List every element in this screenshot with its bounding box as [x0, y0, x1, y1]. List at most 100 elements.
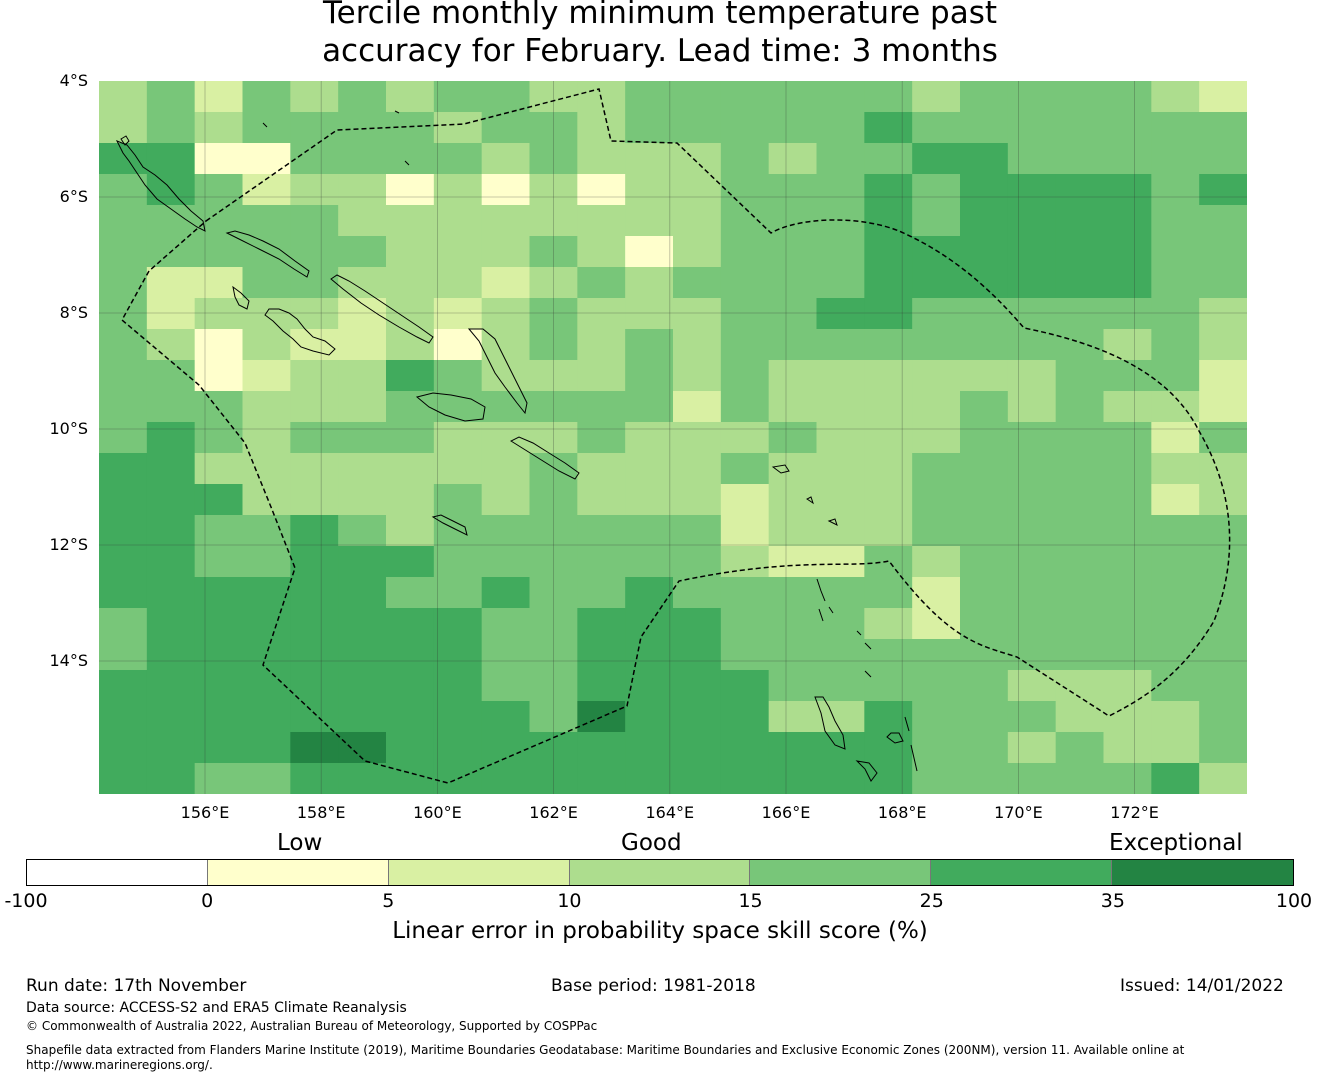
malaita-coast	[467, 328, 528, 415]
grid-cell	[1199, 174, 1248, 206]
grid-cell	[338, 639, 387, 671]
grid-cell	[194, 453, 244, 485]
grid-cell	[960, 112, 1009, 144]
grid-cell	[290, 701, 339, 733]
grid-cell	[720, 267, 770, 299]
grid-cell	[625, 701, 674, 733]
grid-cell	[864, 577, 913, 609]
grid-cell	[1007, 298, 1057, 330]
grid-cell	[912, 453, 961, 485]
grid-cell	[816, 143, 865, 175]
grid-cell	[242, 267, 291, 299]
grid-cell	[194, 639, 244, 671]
grid-cell	[673, 329, 722, 361]
grid-cell	[720, 360, 770, 392]
grid-cell	[290, 112, 339, 144]
grid-cell	[768, 329, 818, 361]
colorbar-tick-label: 15	[738, 890, 763, 912]
grid-cell	[816, 484, 865, 516]
grid-cell	[290, 391, 339, 423]
grid-cell	[290, 639, 339, 671]
grid-cell	[1103, 205, 1152, 237]
grid-cell	[912, 267, 961, 299]
grid-cell	[960, 236, 1009, 268]
grid-cell	[577, 515, 626, 547]
grid-cell	[720, 701, 770, 733]
grid-cell	[1151, 205, 1200, 237]
grid-cell	[481, 112, 531, 144]
grid-cell	[338, 422, 387, 454]
grid-cell	[768, 360, 818, 392]
grid-cell	[529, 670, 578, 702]
grid-cell	[864, 112, 913, 144]
grid-cell	[673, 546, 722, 578]
grid-cell	[386, 608, 435, 640]
grid-cell	[625, 205, 674, 237]
grid-cell	[290, 205, 339, 237]
colorbar-tick-label: 0	[201, 890, 214, 912]
grid-cell	[99, 670, 148, 702]
grid-cell	[816, 81, 865, 113]
grid-cell	[338, 81, 387, 113]
colorbar-tick-label: 100	[1275, 890, 1313, 912]
grid-cell	[1151, 174, 1200, 206]
grid-cell	[673, 577, 722, 609]
grid-cell	[816, 670, 865, 702]
grid-cell	[194, 236, 244, 268]
grid-cell	[1103, 453, 1152, 485]
grid-cell	[194, 484, 244, 516]
grid-cell	[1055, 143, 1105, 175]
grid-cell	[1055, 639, 1105, 671]
grid-cell	[816, 236, 865, 268]
grid-cell	[529, 236, 578, 268]
santa-cruz-coast	[771, 464, 838, 526]
grid-cell	[720, 236, 770, 268]
grid-cell	[912, 360, 961, 392]
grid-cell	[673, 608, 722, 640]
grid-cell	[720, 329, 770, 361]
grid-cell	[529, 205, 578, 237]
grid-cell	[529, 701, 578, 733]
grid-cell	[577, 639, 626, 671]
grid-cell	[673, 732, 722, 764]
grid-cell	[673, 360, 722, 392]
grid-cell	[720, 732, 770, 764]
grid-cell	[1199, 453, 1248, 485]
grid-cell	[1103, 236, 1152, 268]
grid-cell	[1199, 670, 1248, 702]
grid-cell	[864, 236, 913, 268]
grid-cell	[577, 360, 626, 392]
grid-cell	[1103, 360, 1152, 392]
grid-cell	[960, 205, 1009, 237]
grid-cell	[99, 81, 148, 113]
bougainville-coast	[115, 140, 206, 232]
grid-cell	[864, 670, 913, 702]
grid-cell	[194, 732, 244, 764]
grid-cell	[960, 484, 1009, 516]
grid-cell	[99, 236, 148, 268]
grid-cell	[912, 546, 961, 578]
grid-cell	[673, 639, 722, 671]
map-panel	[99, 81, 1248, 795]
longitude-label: 172°E	[1110, 803, 1159, 822]
grid-cell	[1055, 763, 1105, 795]
grid-cell	[338, 298, 387, 330]
grid-cell	[864, 484, 913, 516]
grid-cell	[816, 763, 865, 795]
grid-cell	[386, 205, 435, 237]
grid-cell	[768, 81, 818, 113]
grid-cell	[960, 391, 1009, 423]
map-title: Tercile monthly minimum temperature past…	[0, 0, 1320, 70]
torres-islands	[816, 578, 834, 614]
grid-cell	[625, 329, 674, 361]
grid-cell	[290, 763, 339, 795]
title-line-2: accuracy for February. Lead time: 3 mont…	[322, 33, 998, 69]
grid-cell	[194, 112, 244, 144]
grid-cell	[99, 174, 148, 206]
longitude-label: 170°E	[994, 803, 1043, 822]
grid-cell	[864, 546, 913, 578]
grid-cell	[816, 360, 865, 392]
grid-cell	[1007, 360, 1057, 392]
grid-cell	[1055, 577, 1105, 609]
grid-cell	[481, 143, 531, 175]
